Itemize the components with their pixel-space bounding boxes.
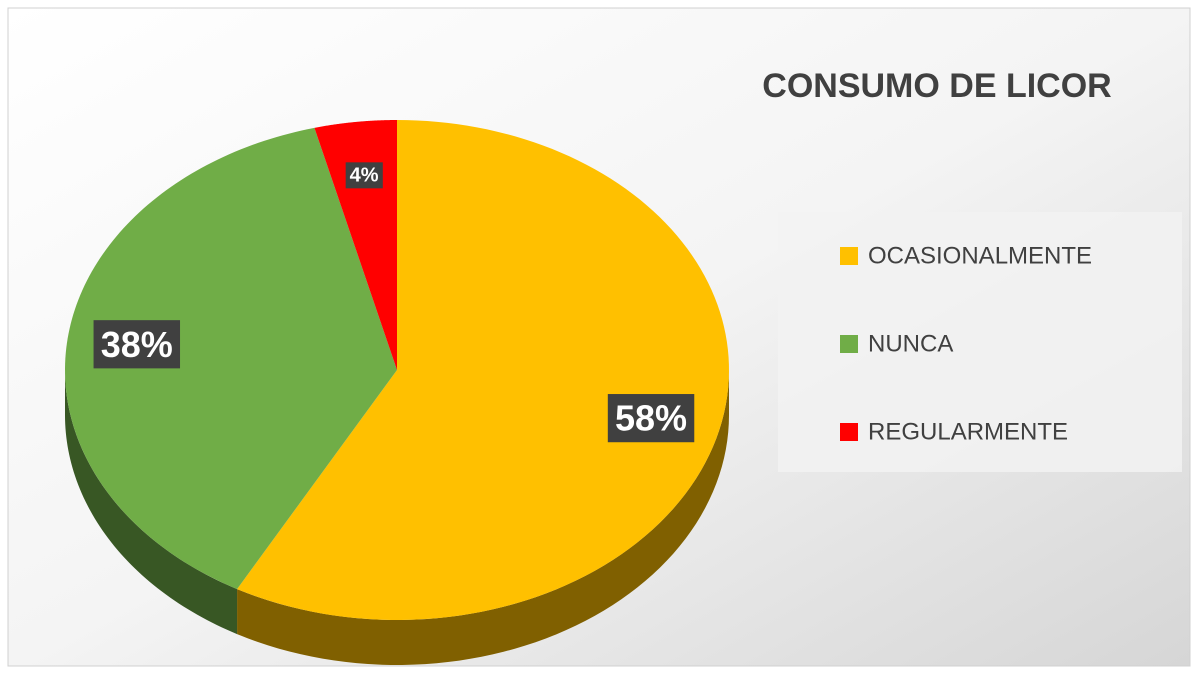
legend-swatch (840, 423, 858, 441)
data-label-box (93, 320, 181, 369)
data-label-box (345, 162, 383, 189)
slice-side (65, 370, 238, 635)
legend-label: NUNCA (868, 330, 953, 357)
data-label: 58% (615, 398, 687, 439)
data-label: 38% (101, 324, 173, 365)
data-label: 4% (350, 164, 379, 186)
legend-label: OCASIONALMENTE (868, 242, 1092, 269)
chart-title: CONSUMO DE LICOR (762, 67, 1111, 105)
data-label-box (607, 394, 695, 443)
legend-swatch (840, 335, 858, 353)
pie-slice (237, 120, 729, 620)
pie-slice (65, 127, 397, 590)
legend-label: REGULARMENTE (868, 418, 1068, 445)
legend-swatch (840, 247, 858, 265)
slice-side (237, 370, 729, 665)
